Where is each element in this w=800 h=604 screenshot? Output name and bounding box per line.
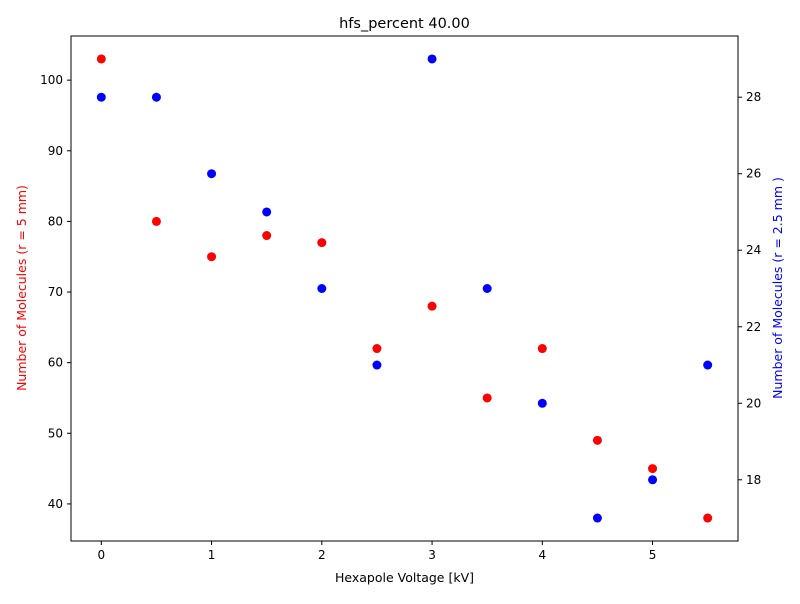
x-tick-label: 1	[208, 548, 216, 562]
y-left-tick-label: 100	[40, 73, 63, 87]
red-data-point	[207, 252, 217, 262]
blue-data-point	[262, 207, 272, 217]
blue-data-point	[372, 360, 382, 370]
y-left-tick-label: 90	[48, 144, 63, 158]
y-right-tick-label: 28	[746, 90, 761, 104]
red-data-point	[372, 344, 382, 354]
axis-ticks: 0 1 2 3 4 5 40 50 60 70 80 90 100 18 20 22 24 26 28	[40, 73, 761, 562]
red-series	[96, 54, 713, 523]
x-tick-label: 2	[318, 548, 326, 562]
blue-data-point	[427, 54, 437, 64]
y-left-tick-label: 50	[48, 426, 63, 440]
y-left-axis-label: Number of Molecules (r = 5 mm)	[14, 185, 29, 391]
y-right-tick-label: 20	[746, 396, 761, 410]
red-data-point	[317, 238, 327, 248]
x-tick-label: 4	[538, 548, 546, 562]
blue-data-point	[537, 398, 547, 408]
blue-data-point	[482, 284, 492, 293]
red-data-point	[96, 54, 106, 64]
plot-frame	[70, 35, 739, 542]
blue-data-point	[703, 360, 713, 370]
x-tick-label: 5	[649, 548, 657, 562]
red-data-point	[482, 393, 492, 403]
x-tick-label: 0	[97, 548, 105, 562]
blue-data-point	[592, 513, 602, 523]
y-right-axis-label: Number of Molecules (r = 2.5 mm )	[770, 177, 785, 399]
y-left-tick-label: 40	[48, 497, 63, 511]
red-data-point	[151, 216, 161, 226]
blue-data-point	[207, 169, 217, 179]
red-data-point	[537, 344, 547, 354]
y-left-tick-label: 70	[48, 285, 63, 299]
blue-data-point	[317, 284, 327, 293]
blue-data-point	[96, 92, 106, 102]
red-data-point	[592, 435, 602, 445]
x-axis-label: Hexapole Voltage [kV]	[335, 570, 474, 585]
y-right-tick-label: 22	[746, 320, 761, 334]
red-data-point	[648, 464, 658, 474]
y-right-tick-label: 26	[746, 167, 761, 181]
x-tick-label: 3	[428, 548, 436, 562]
plot-marks	[96, 54, 713, 523]
y-left-tick-label: 80	[48, 214, 63, 228]
red-data-point	[262, 231, 272, 241]
y-right-tick-label: 24	[746, 243, 761, 257]
y-right-tick-label: 18	[746, 473, 761, 487]
red-data-point	[427, 301, 437, 311]
red-data-point	[703, 513, 713, 523]
blue-series	[96, 54, 713, 523]
blue-data-point	[648, 475, 658, 485]
blue-data-point	[151, 92, 161, 102]
y-left-tick-label: 60	[48, 356, 63, 370]
chart-title: hfs_percent 40.00	[339, 16, 470, 32]
